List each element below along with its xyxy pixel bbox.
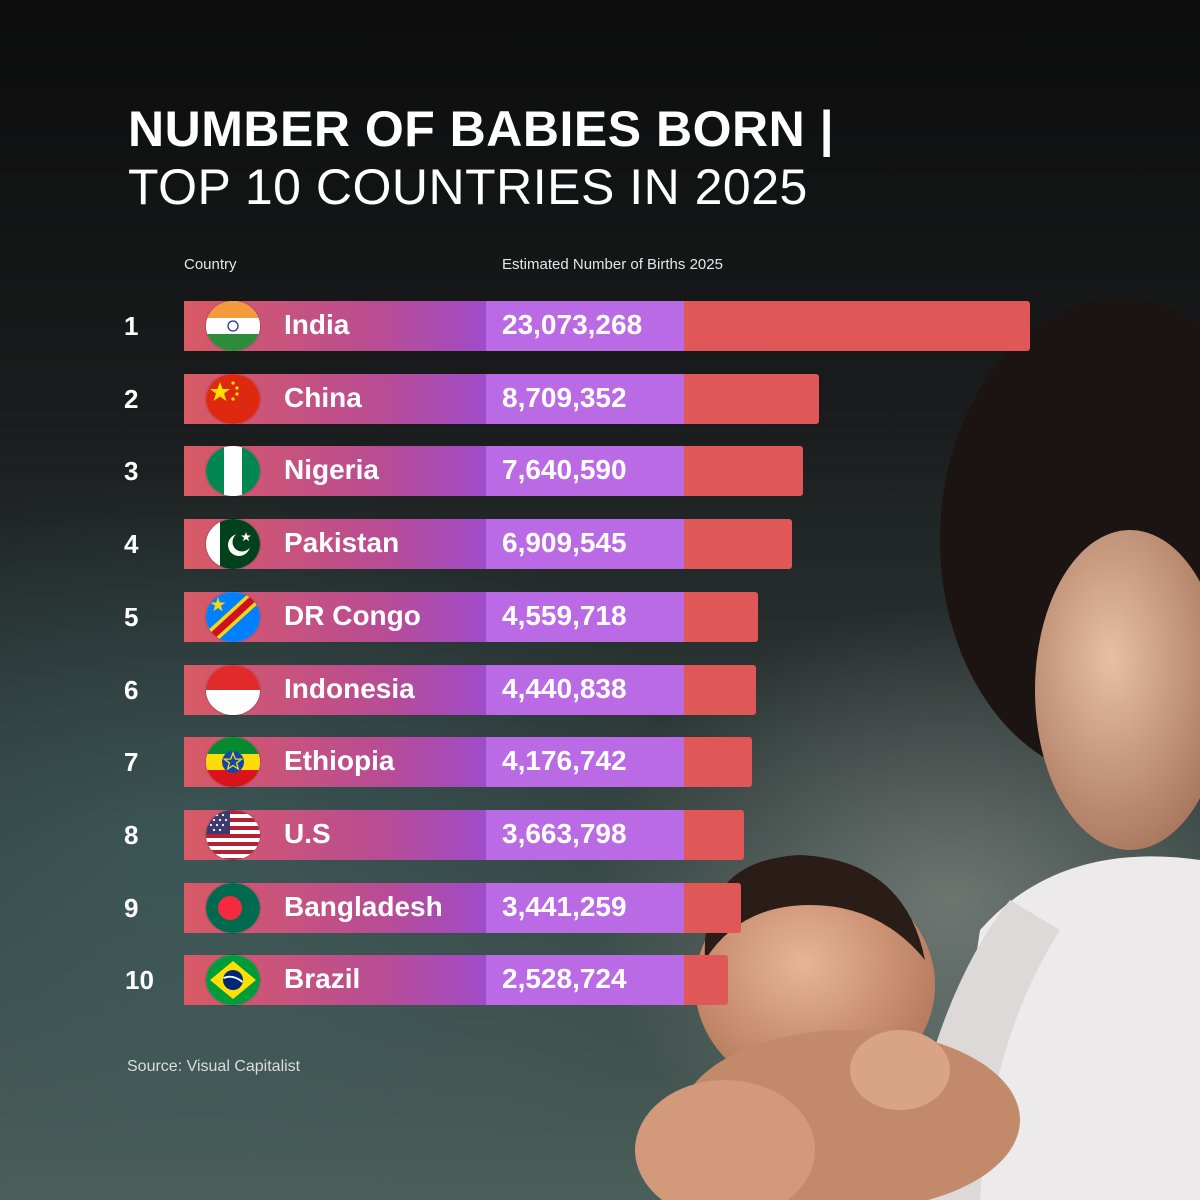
birth-value-label: 6,909,545 xyxy=(502,527,627,559)
value-box xyxy=(486,591,684,642)
country-name: Ethiopia xyxy=(284,745,395,777)
birth-value-label: 8,709,352 xyxy=(502,381,627,413)
value-box xyxy=(486,373,684,424)
value-box xyxy=(486,519,684,570)
chart-title-line1: NUMBER OF BABIES BORN | xyxy=(128,101,835,157)
birth-value-label: 3,663,798 xyxy=(502,817,627,849)
chart-row: 6 Indonesia 4,440,838 xyxy=(0,663,1200,715)
rank-label: 6 xyxy=(124,674,139,705)
birth-value-label: 2,528,724 xyxy=(502,963,627,995)
chart-title-line2: TOP 10 COUNTRIES IN 2025 xyxy=(128,159,808,215)
country-column-header: Country xyxy=(184,256,237,273)
country-name: India xyxy=(284,309,350,340)
china-flag-icon xyxy=(206,373,260,424)
bangladesh-flag-icon xyxy=(206,882,260,933)
pakistan-flag-icon xyxy=(206,519,260,570)
rank-label: 8 xyxy=(124,819,139,850)
chart-row: 5 DR Congo 4,559,718 xyxy=(0,590,1200,642)
chart-row: 2 China 8,709,352 xyxy=(0,372,1200,424)
country-name: U.S xyxy=(284,817,331,849)
source-note: Source: Visual Capitalist xyxy=(127,1058,301,1075)
ethiopia-flag-icon xyxy=(206,737,260,788)
chart-row: 1 India 23,073,268 xyxy=(0,299,1200,351)
country-name: China xyxy=(284,381,362,413)
indonesia-flag-icon xyxy=(206,664,260,715)
country-name: Bangladesh xyxy=(284,890,443,922)
birth-value-label: 23,073,268 xyxy=(502,309,643,340)
rank-label: 2 xyxy=(124,383,139,414)
value-box xyxy=(486,955,684,1006)
brazil-flag-icon xyxy=(206,955,260,1006)
country-name: Pakistan xyxy=(284,527,400,559)
dr-congo-flag-icon xyxy=(206,591,260,642)
value-box xyxy=(486,664,684,715)
country-name: Nigeria xyxy=(284,454,379,486)
nigeria-flag-icon xyxy=(206,446,260,497)
value-box xyxy=(486,809,684,860)
rank-label: 3 xyxy=(124,456,139,487)
chart-row: 3 Nigeria 7,640,590 xyxy=(0,444,1200,497)
rank-label: 5 xyxy=(124,601,139,632)
birth-value-label: 4,559,718 xyxy=(502,599,627,631)
chart-row: 10 Brazil 2,528,724 xyxy=(0,953,1200,1006)
rank-label: 7 xyxy=(124,747,139,778)
value-box xyxy=(486,882,684,933)
chart-row: 7 Ethiopia 4,176,742 xyxy=(0,735,1200,788)
rank-label: 9 xyxy=(124,892,139,923)
country-name: Brazil xyxy=(284,963,361,995)
value-box xyxy=(486,301,684,351)
birth-value-label: 4,176,742 xyxy=(502,745,627,777)
chart-row: 8 U.S 3,663,798 xyxy=(0,808,1200,860)
birth-value-label: 3,441,259 xyxy=(502,890,627,922)
rank-label: 1 xyxy=(124,311,139,341)
birth-value-label: 7,640,590 xyxy=(502,454,627,486)
births-column-header: Estimated Number of Births 2025 xyxy=(502,256,723,273)
country-name: Indonesia xyxy=(284,672,415,704)
country-name: DR Congo xyxy=(284,599,421,631)
value-box xyxy=(486,737,684,788)
chart-row: 4 Pakistan 6,909,545 xyxy=(0,517,1200,570)
us-flag-icon xyxy=(206,809,260,860)
value-box xyxy=(486,446,684,497)
india-flag-icon xyxy=(206,301,260,351)
rank-label: 10 xyxy=(125,965,154,996)
rank-label: 4 xyxy=(124,529,139,560)
chart-row: 9 Bangladesh 3,441,259 xyxy=(0,881,1200,933)
birth-value-label: 4,440,838 xyxy=(502,672,627,704)
